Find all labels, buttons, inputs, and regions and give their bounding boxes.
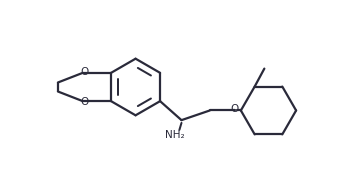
Text: NH₂: NH₂ bbox=[165, 130, 185, 140]
Text: O: O bbox=[230, 104, 239, 114]
Text: O: O bbox=[80, 67, 88, 77]
Text: O: O bbox=[80, 97, 88, 107]
